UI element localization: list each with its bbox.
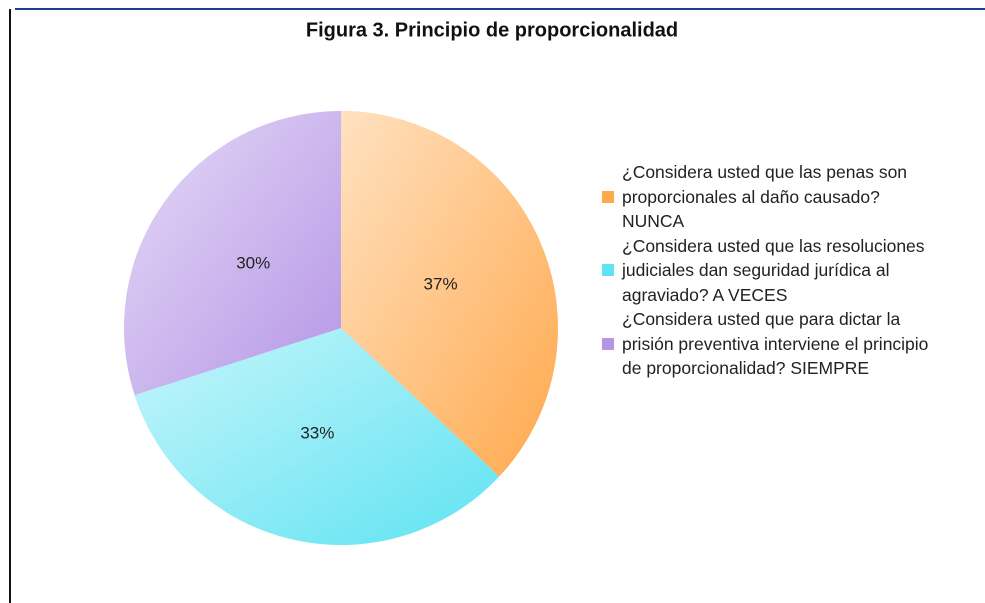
slice-shade xyxy=(124,111,341,396)
slice-shade xyxy=(341,111,558,477)
slice-shade xyxy=(134,328,500,545)
legend-swatch xyxy=(602,190,614,203)
legend-label: ¿Considera usted que las resoluciones ju… xyxy=(622,235,925,305)
data-label: 33% xyxy=(300,423,334,442)
legend-swatch xyxy=(602,264,614,277)
chart-title: Figura 3. Principio de proporcionalidad xyxy=(306,19,678,41)
legend-label: ¿Considera usted que las penas son propo… xyxy=(622,162,908,231)
legend: ¿Considera usted que las penas son propo… xyxy=(602,160,932,381)
legend-item: ¿Considera usted que las penas son propo… xyxy=(602,160,932,234)
data-label: 37% xyxy=(424,274,458,293)
data-label: 30% xyxy=(236,254,270,273)
legend-label: ¿Considera usted que para dictar la pris… xyxy=(622,309,929,378)
legend-swatch xyxy=(602,337,614,350)
legend-item: ¿Considera usted que para dictar la pris… xyxy=(602,307,932,381)
legend-item: ¿Considera usted que las resoluciones ju… xyxy=(602,234,932,308)
